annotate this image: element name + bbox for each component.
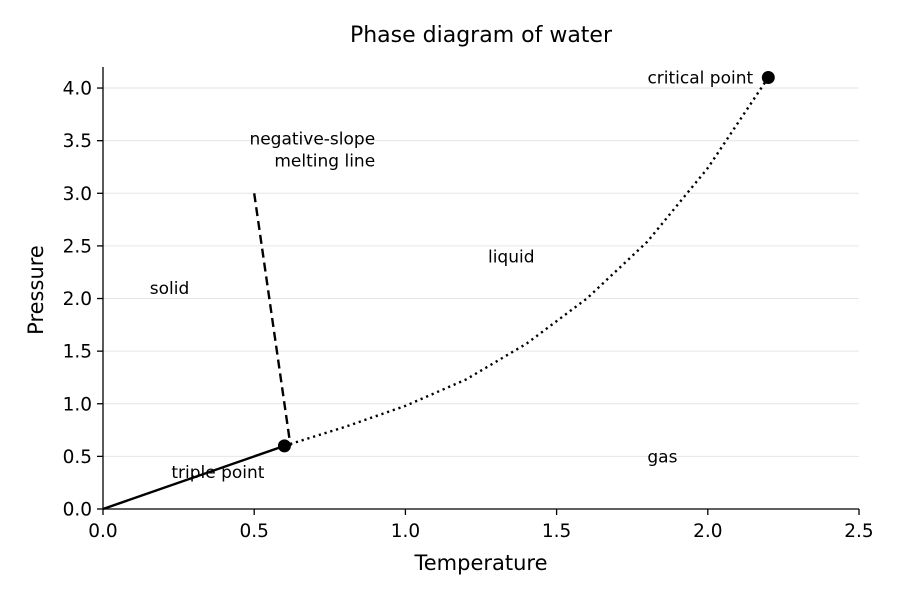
marker-points — [277, 71, 775, 453]
triple-point-marker — [277, 439, 291, 453]
y-tick-label: 3.5 — [63, 131, 92, 152]
series-line-solid — [102, 444, 285, 511]
annotations: solid liquid gas triple point critical point… — [150, 69, 754, 484]
axes — [102, 67, 859, 510]
y-tick-label: 0.0 — [63, 500, 92, 521]
critical-point-marker — [761, 71, 775, 85]
annotation-melting-line: melting line — [274, 152, 375, 172]
y-tick-label: 1.0 — [63, 394, 92, 415]
x-axis-label: Temperature — [413, 551, 547, 575]
annotation-liquid: liquid — [488, 247, 535, 267]
annotation-solid: solid — [150, 279, 190, 299]
y-tick-label: 2.0 — [63, 289, 92, 310]
annotation-triple-point: triple point — [171, 463, 264, 483]
y-tick-label: 4.0 — [63, 79, 92, 100]
tick-marks: 0.0 0.5 1.0 1.5 2.0 2.5 3.0 3.5 4.0 0.0 0.5 1.0 1.5 2… — [63, 79, 874, 542]
x-tick-label: 2.0 — [693, 521, 722, 542]
series-line-dotted — [284, 76, 770, 448]
series-lines — [102, 76, 770, 511]
x-tick-label: 2.5 — [844, 521, 873, 542]
series-line-dashed — [253, 193, 292, 447]
x-tick-label: 0.0 — [88, 521, 117, 542]
y-tick-label: 1.5 — [63, 342, 92, 363]
x-tick-label: 0.5 — [239, 521, 268, 542]
chart-title: Phase diagram of water — [350, 23, 613, 48]
y-tick-label: 0.5 — [63, 447, 92, 468]
y-tick-label: 3.0 — [63, 184, 92, 205]
annotation-negative-slope: negative-slope — [249, 130, 375, 150]
x-tick-label: 1.5 — [542, 521, 571, 542]
annotation-critical-point: critical point — [647, 69, 753, 89]
y-axis-label: Pressure — [24, 245, 48, 335]
annotation-gas: gas — [647, 447, 677, 467]
x-tick-label: 1.0 — [391, 521, 420, 542]
y-tick-label: 2.5 — [63, 236, 92, 257]
grid-lines — [103, 87, 859, 457]
